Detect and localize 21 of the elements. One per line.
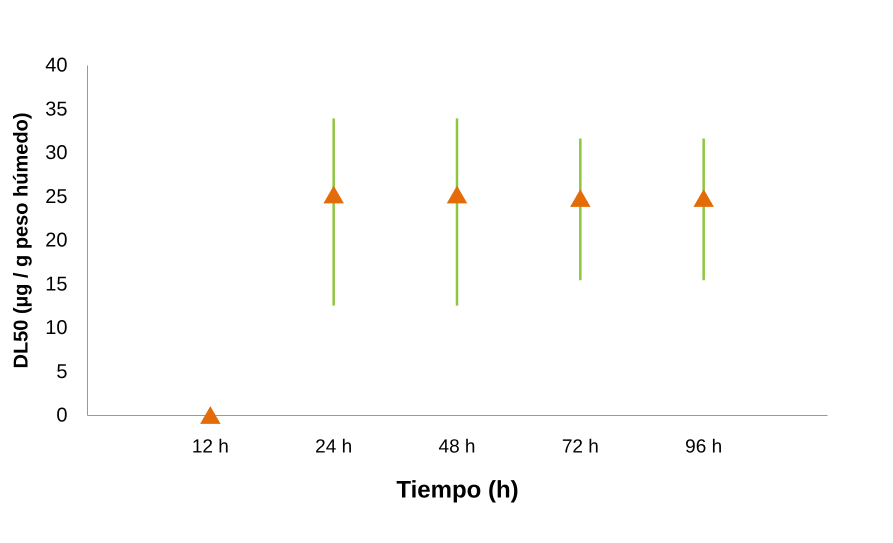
y-tick-label: 35 [45,98,68,120]
x-axis-title: Tiempo (h) [396,476,519,504]
y-tick-label: 5 [56,360,68,383]
y-tick-label: 25 [45,186,68,208]
y-tick-label: 0 [56,404,68,426]
y-tick-label: 30 [45,142,68,164]
x-tick-label: 48 h [438,436,476,458]
y-tick-label: 15 [45,273,68,296]
x-tick-label: 24 h [315,436,352,458]
point [693,189,714,207]
y-axis-title: DL50 (µg / g peso húmedo) [10,112,32,368]
x-tick-label: 12 h [192,436,229,458]
x-tick-label: 72 h [562,436,599,458]
y-tick-label: 20 [45,230,68,252]
point [446,186,468,204]
y-tick-label: 10 [45,317,68,339]
point [200,406,221,424]
y-tick-label: 40 [45,54,68,76]
point [570,189,591,207]
point [323,186,344,204]
x-tick-label: 96 h [685,436,722,458]
